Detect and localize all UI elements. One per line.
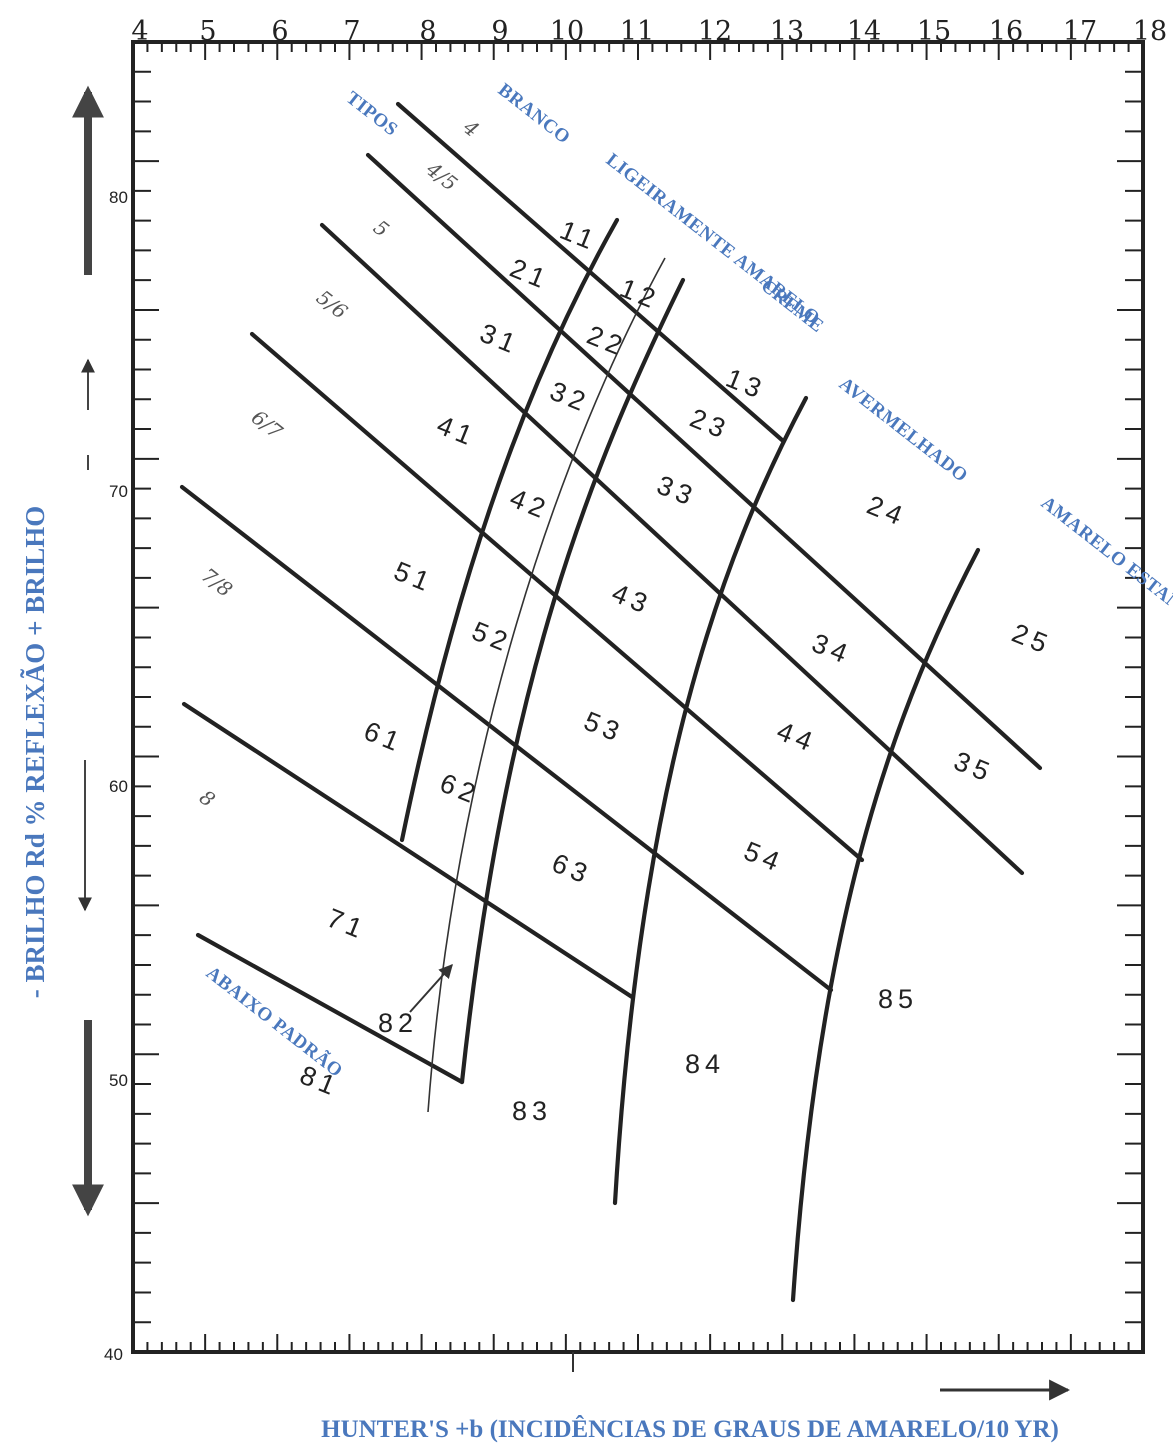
x-tick-label: 12 [698, 16, 732, 47]
grade-label: 83 [512, 1096, 552, 1126]
y-tick-labels: 40 50 60 70 80 [104, 188, 128, 1364]
category-label: BRANCO [494, 79, 574, 148]
curve-amarelo-estanhado [790, 547, 981, 1303]
type-labels: TIPOS 4 4/5 5 5/6 6/7 7/8 8 [195, 87, 484, 811]
x-tick-label: 14 [847, 16, 881, 47]
line-type-5 [319, 222, 1025, 876]
y-axis-ticks [133, 41, 1143, 1353]
type-label: 8 [195, 785, 220, 812]
grade-label: 42 [506, 483, 554, 526]
grade-label: 24 [863, 490, 911, 533]
grade-label: 84 [685, 1049, 725, 1079]
x-tick-label: 13 [770, 16, 804, 47]
x-tick-label: 10 [550, 16, 584, 47]
grade-label: 44 [773, 716, 821, 759]
grade-label: 43 [608, 578, 656, 621]
grade-label: 12 [616, 273, 664, 316]
grade-label: 25 [1008, 618, 1056, 661]
curve-branco [399, 217, 620, 843]
type-label: 5 [369, 215, 394, 242]
y-tick-label: 50 [109, 1071, 128, 1090]
curve-creme [612, 395, 809, 1206]
x-tick-label: 11 [620, 16, 654, 47]
grade-label: 33 [653, 470, 701, 513]
x-tick-label: 5 [199, 16, 216, 47]
grade-label: 13 [722, 363, 770, 406]
x-tick-label: 4 [131, 16, 148, 47]
grade-label: 82 [378, 1008, 418, 1038]
grade-label: 63 [548, 848, 596, 891]
x-tick-label: 9 [491, 16, 508, 47]
grade-label: 85 [878, 984, 918, 1014]
grade-label: 71 [323, 903, 371, 946]
type-label: 4 [458, 114, 484, 141]
x-tick-label: 8 [419, 16, 436, 47]
type-label: 7/8 [197, 563, 237, 602]
grade-label: 41 [433, 410, 481, 453]
category-label: AVERMELHADO [835, 373, 972, 486]
grade-label: 61 [360, 716, 408, 759]
curve-ligeiramente-amarelo [459, 277, 686, 1085]
plot-frame [131, 40, 1145, 1354]
line-type-8 [195, 932, 465, 1085]
line-type-4-5 [365, 152, 1043, 771]
x-tick-label: 7 [343, 16, 360, 47]
line-type-7-8 [181, 701, 635, 1000]
x-tick-label: 18 [1133, 16, 1167, 47]
grade-label: 53 [580, 706, 628, 749]
y-tick-label: 40 [104, 1345, 123, 1364]
x-tick-label: 16 [989, 16, 1023, 47]
category-label: AMARELO ESTANHADO [1037, 492, 1173, 651]
y-axis-title: - BRILHO Rd % REFLEXÃO + BRILHO [20, 506, 50, 998]
y-tick-label: 60 [109, 777, 128, 796]
x-axis-ticks [132, 42, 1144, 1352]
type-label: 5/6 [312, 285, 352, 324]
type-label: 6/7 [247, 405, 287, 444]
x-tick-label: 17 [1063, 16, 1097, 47]
y-tick-label: 70 [109, 482, 128, 501]
arrow-82 [409, 963, 453, 1013]
x-tick-label: 6 [271, 16, 288, 47]
grade-label: 54 [740, 836, 788, 879]
grade-label: 34 [808, 628, 856, 671]
grade-label: 32 [546, 376, 594, 419]
grade-label: 23 [686, 403, 734, 446]
x-axis-title: HUNTER'S +b (INCIDÊNCIAS DE GRAUS DE AMA… [321, 1415, 1059, 1443]
x-tick-label: 15 [917, 16, 951, 47]
grade-labels: 11 12 13 21 22 23 24 25 31 32 33 34 35 4… [296, 215, 1056, 1126]
grade-label: 35 [950, 746, 998, 789]
grade-label: 51 [390, 556, 438, 599]
y-tick-label: 80 [109, 188, 128, 207]
type-label: 4/5 [421, 156, 462, 195]
curve-82-boundary [427, 257, 666, 1113]
line-type-6-7 [179, 484, 834, 993]
x-tick-labels: 4 5 6 7 8 9 10 11 12 13 14 15 16 17 18 [131, 16, 1167, 47]
type-heading: TIPOS [342, 87, 402, 140]
grade-lines [179, 101, 1043, 1303]
brightness-range-arrows [72, 85, 1071, 1401]
grade-label: 31 [476, 318, 524, 361]
